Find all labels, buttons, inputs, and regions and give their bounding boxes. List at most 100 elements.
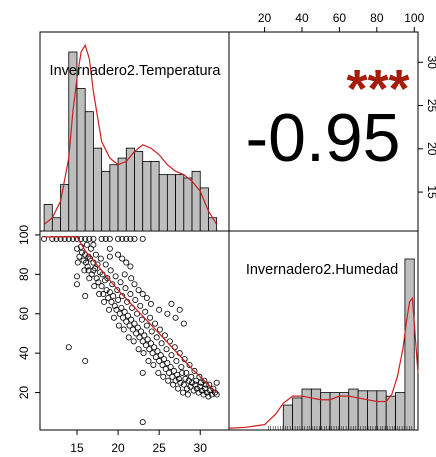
scatter-point <box>201 377 208 384</box>
scatter-point <box>139 338 146 345</box>
scatter-point <box>120 326 127 333</box>
humidity-bar <box>376 390 387 431</box>
y-right-tick-label: 15 <box>425 185 436 199</box>
scatter-point <box>82 235 89 242</box>
scatter-point <box>81 267 88 274</box>
x-top-tick-label: 60 <box>333 11 347 25</box>
scatter-point <box>119 235 126 242</box>
scatter-point <box>193 377 200 384</box>
scatter-point <box>178 363 185 370</box>
x-top-tick-label: 20 <box>258 11 272 25</box>
temperature-bar <box>43 204 53 232</box>
humidity-bar <box>348 388 359 431</box>
scatter-point <box>86 235 93 242</box>
scatter-point <box>198 379 205 386</box>
scatter-point <box>134 324 141 331</box>
temperature-bar <box>76 88 86 232</box>
scatter-point <box>131 235 138 242</box>
humidity-bar <box>395 392 406 431</box>
scatter-point <box>82 358 89 365</box>
scatter-point <box>183 369 190 376</box>
scatter-point <box>127 263 134 270</box>
scatter-point <box>188 373 195 380</box>
scatter-point <box>213 379 220 386</box>
scatter-point <box>90 235 97 242</box>
scatter-point <box>156 306 163 313</box>
scatter-point <box>96 291 103 298</box>
scatter-point <box>147 340 154 347</box>
scatter-point <box>110 293 117 300</box>
y-right-tick-label: 25 <box>425 99 436 113</box>
scatter-point <box>136 334 143 341</box>
temperature-density-line <box>43 43 218 225</box>
humidity-histogram <box>228 258 419 431</box>
scatter-point <box>129 326 136 333</box>
scatter-point <box>144 336 151 343</box>
temperature-histogram <box>43 43 218 232</box>
scatter-point <box>115 322 122 329</box>
scatter-point <box>151 344 158 351</box>
scatter-point <box>163 346 170 353</box>
scatter-point <box>160 373 167 380</box>
scatter-point <box>156 358 163 365</box>
scatter-point <box>152 320 159 327</box>
scatter-point <box>175 375 182 382</box>
scatter-point <box>126 322 133 329</box>
scatter-point <box>139 419 146 426</box>
scatter-point <box>202 385 209 392</box>
scatter-point <box>115 235 122 242</box>
temperature-bar <box>117 157 127 232</box>
scatter-point <box>193 385 200 392</box>
scatter-point <box>164 360 171 367</box>
y-right-tick-label: 20 <box>425 142 436 156</box>
temperature-bar <box>134 151 144 232</box>
scatter-point <box>197 383 204 390</box>
scatter-point <box>147 314 154 321</box>
scatter-point <box>41 235 48 242</box>
scatter-point <box>173 358 180 365</box>
scatter-point <box>206 381 213 388</box>
scatter-point <box>186 361 193 368</box>
scatter-point <box>141 332 148 339</box>
scatter-point <box>128 316 135 323</box>
scatter-point <box>122 285 129 292</box>
x-bottom-tick-label: 15 <box>70 441 84 455</box>
scatter-point <box>170 381 177 388</box>
scatter-point <box>106 245 113 252</box>
scatter-point <box>147 300 154 307</box>
scatter-point <box>119 293 126 300</box>
scatter-plot <box>41 235 220 426</box>
scatter-point <box>90 267 97 274</box>
scatter-point <box>97 255 104 262</box>
scatter-point <box>205 393 212 400</box>
scatter-point <box>137 302 144 309</box>
scatter-point <box>100 291 107 298</box>
scatter-point <box>73 281 80 288</box>
scatter-point <box>184 391 191 398</box>
scatter-point <box>157 352 164 359</box>
scatter-point <box>149 350 156 357</box>
scatter-point <box>164 310 171 317</box>
scatter-point <box>114 287 121 294</box>
humidity-density-line <box>228 296 419 429</box>
scatter-point <box>106 253 113 260</box>
scatter-point <box>105 294 112 301</box>
scatter-point <box>92 251 99 258</box>
scatter-point <box>130 338 137 345</box>
scatter-point <box>108 298 115 305</box>
scatter-point <box>83 241 90 248</box>
scatter-point <box>73 235 80 242</box>
scatter-point <box>76 253 83 260</box>
scatter-point <box>200 391 207 398</box>
scatter-point <box>73 273 80 280</box>
scatter-point <box>106 289 113 296</box>
scatter-point <box>135 287 142 294</box>
scatter-point <box>210 385 217 392</box>
scatter-point <box>123 318 130 325</box>
scatter-point <box>82 293 89 300</box>
scatter-point <box>161 332 168 339</box>
scatter-point <box>111 302 118 309</box>
scatter-point <box>169 373 176 380</box>
scatter-point <box>127 235 134 242</box>
scatter-point <box>117 279 124 286</box>
